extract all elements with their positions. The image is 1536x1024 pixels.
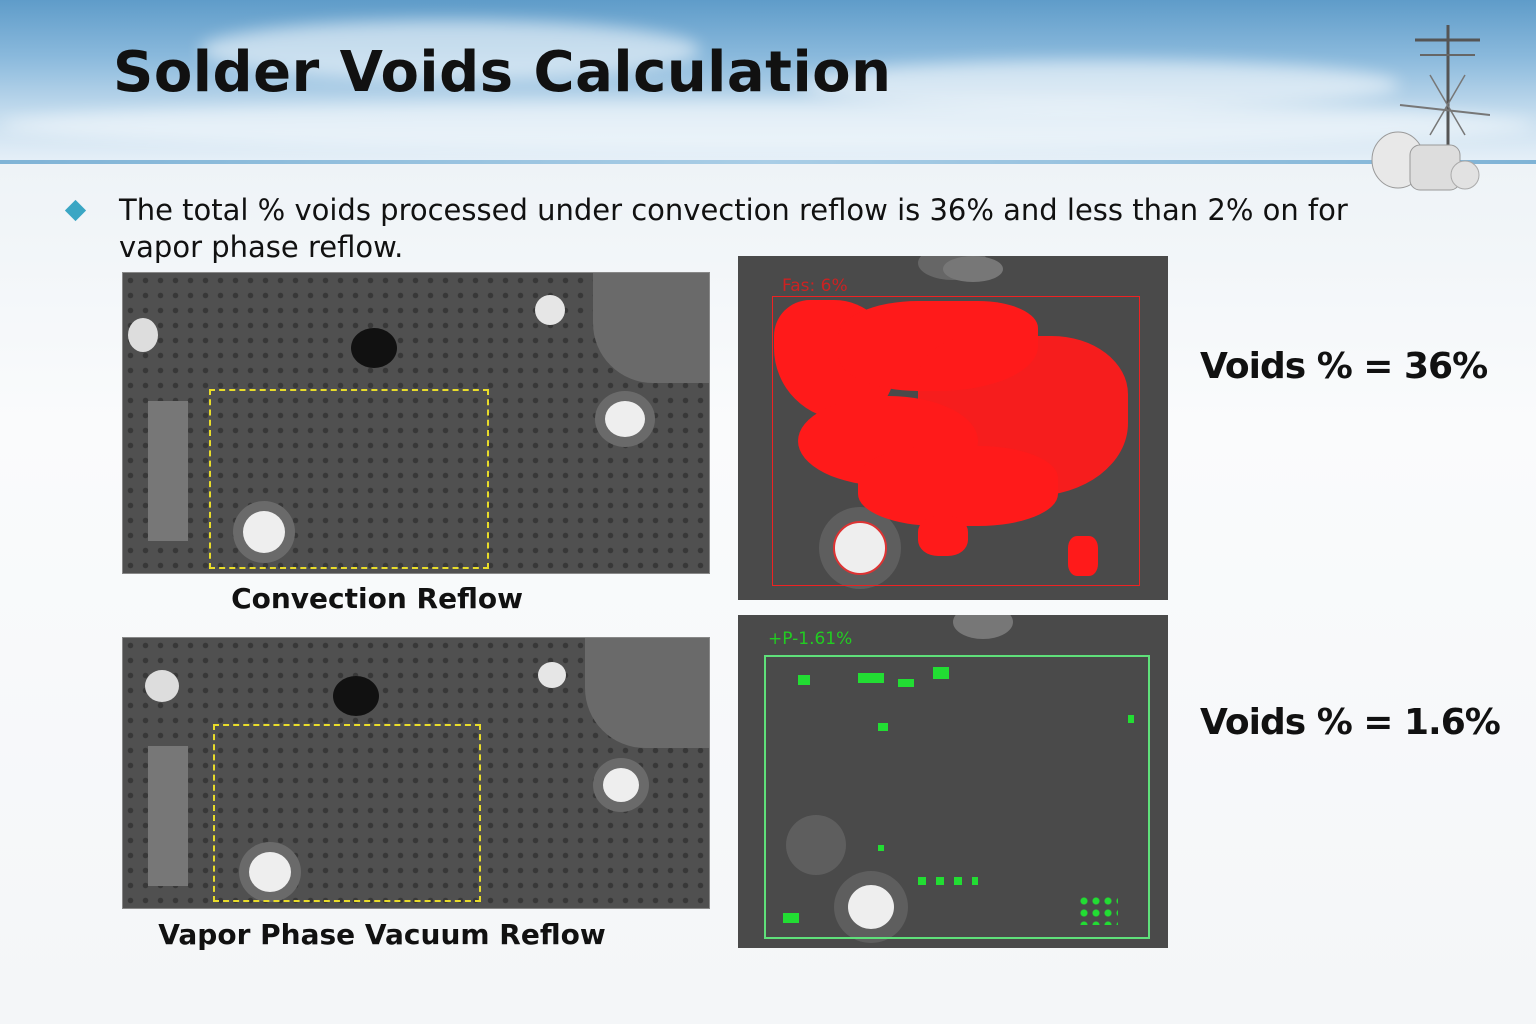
slide-title: Solder Voids Calculation [113, 40, 892, 105]
roi-box [213, 724, 481, 902]
header-divider [0, 160, 1536, 164]
slide-header-banner [0, 0, 1536, 162]
telecom-tower-icon [1371, 25, 1490, 191]
roi-box [209, 389, 489, 569]
caption-vapor-phase: Vapor Phase Vacuum Reflow [158, 918, 606, 951]
bullet-text: The total % voids processed under convec… [119, 193, 1348, 264]
caption-convection: Convection Reflow [231, 582, 523, 615]
vapor-phase-xray-image [122, 637, 710, 909]
convection-void-analysis-image: Fas: 6% [738, 256, 1168, 600]
overlay-label: Fas: 6% [782, 276, 848, 296]
overlay-label: +P-1.61% [768, 629, 853, 649]
convection-xray-image [122, 272, 710, 574]
voids-result-convection: Voids % = 36% [1200, 346, 1488, 387]
voids-result-vapor-phase: Voids % = 1.6% [1200, 702, 1501, 743]
vapor-phase-void-analysis-image: +P-1.61% [738, 615, 1168, 948]
